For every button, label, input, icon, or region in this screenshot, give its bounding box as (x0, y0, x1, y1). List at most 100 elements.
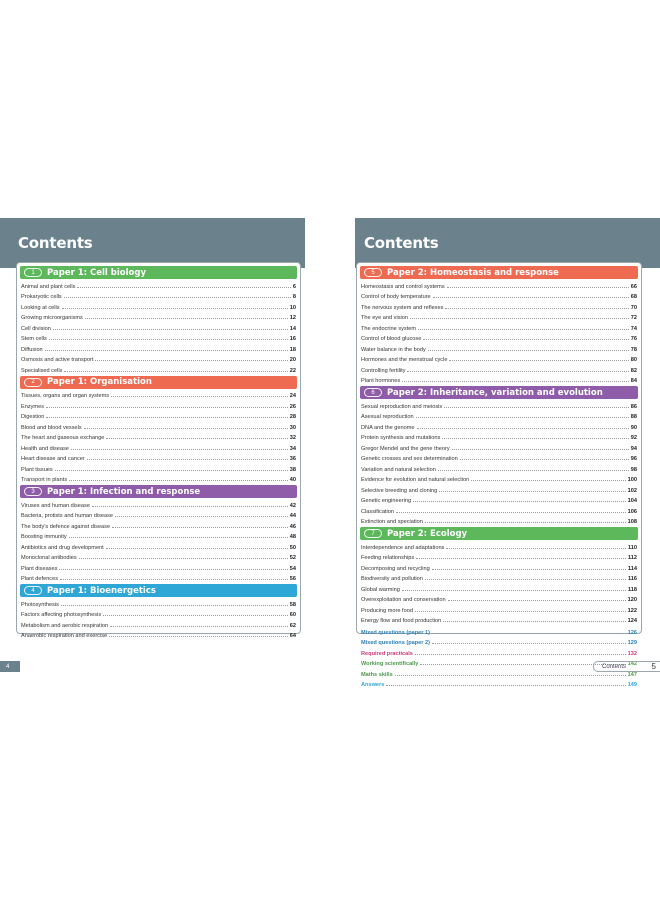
toc-entry-label: Classification (361, 508, 394, 515)
toc-entry-label: Interdependence and adaptations (361, 544, 445, 551)
toc-entry[interactable]: Transport in plants 40 (20, 473, 297, 483)
toc-entry[interactable]: Cell division 14 (20, 321, 297, 332)
toc-entry[interactable]: Genetic crosses and sex determination 96 (360, 452, 638, 462)
dot-leader (444, 406, 629, 408)
toc-entry[interactable]: Blood and blood vessels 30 (20, 420, 297, 431)
toc-entry[interactable]: Sexual reproduction and meiosis 86 (360, 399, 638, 410)
toc-entry[interactable]: Homeostasis and control systems 66 (360, 279, 638, 290)
toc-entry[interactable]: Energy flow and food production 124 (360, 614, 638, 624)
toc-entry[interactable]: Plant defences 56 (20, 572, 297, 582)
toc-entry[interactable]: Biodiversity and pollution 116 (360, 572, 638, 582)
toc-entry[interactable]: Heart disease and cancer 36 (20, 452, 297, 462)
toc-entry[interactable]: Global warming 118 (360, 582, 638, 593)
toc-entry[interactable]: Metabolism and aerobic respiration 62 (20, 618, 297, 629)
section-header: 3 Paper 1: Infection and response (20, 485, 297, 498)
toc-extra-entry[interactable]: Answers 149 (360, 678, 638, 688)
toc-entry[interactable]: Enzymes 26 (20, 399, 297, 410)
toc-entry[interactable]: Stem cells 16 (20, 332, 297, 342)
toc-entry-label: Digestion (21, 414, 45, 420)
section-header: 7 Paper 2: Ecology (360, 527, 638, 540)
dot-leader (63, 296, 291, 298)
toc-entry[interactable]: Animal and plant cells 6 (20, 279, 297, 290)
dot-leader (106, 437, 288, 439)
toc-entry-page: 102 (627, 487, 637, 494)
section-header: 6 Paper 2: Inheritance, variation and evo… (360, 386, 638, 399)
toc-entry[interactable]: Prokaryotic cells 8 (20, 290, 297, 300)
toc-entry-page: 48 (289, 534, 296, 540)
toc-entry-label: Prokaryotic cells (21, 294, 62, 300)
toc-entry[interactable]: Extinction and speciation 108 (360, 515, 638, 525)
toc-entry[interactable]: Osmosis and active transport 20 (20, 353, 297, 363)
toc-entry-label: Boosting immunity (21, 534, 67, 540)
toc-entry[interactable]: Overexploitation and conservation 120 (360, 593, 638, 603)
toc-entry[interactable]: Evidence for evolution and natural selec… (360, 473, 638, 483)
dot-leader (68, 536, 288, 538)
toc-entry[interactable]: Selective breeding and cloning 102 (360, 483, 638, 494)
toc-entry[interactable]: Water balance in the body 78 (360, 342, 638, 353)
toc-entry[interactable]: Feeding relationships 112 (360, 551, 638, 561)
toc-entry[interactable]: Health and disease 34 (20, 441, 297, 452)
toc-entry-label: Stem cells (21, 336, 47, 342)
toc-entry[interactable]: The endocrine system 74 (360, 321, 638, 332)
toc-entry[interactable]: Plant hormones 84 (360, 374, 638, 384)
toc-entry[interactable]: The heart and gaseous exchange 32 (20, 431, 297, 441)
toc-entry[interactable]: Looking at cells 10 (20, 300, 297, 311)
toc-entry[interactable]: Plant tissues 38 (20, 462, 297, 473)
toc-entry-label: Bacteria, protists and human disease (21, 513, 114, 519)
toc-extra-entry[interactable]: Maths skills 147 (360, 667, 638, 678)
toc-entry[interactable]: The eye and vision 72 (360, 311, 638, 321)
toc-entry-label: Growing microorganisms (21, 315, 83, 321)
toc-entry[interactable]: Antibiotics and drug development 50 (20, 540, 297, 551)
toc-extra-entry[interactable]: Working scientifically 142 (360, 657, 638, 667)
toc-entry[interactable]: Growing microorganisms 12 (20, 311, 297, 321)
toc-entry[interactable]: Control of body temperature 68 (360, 290, 638, 300)
toc-entry[interactable]: Hormones and the menstrual cycle 80 (360, 353, 638, 363)
dot-leader (449, 359, 629, 361)
toc-entry-page: 120 (627, 597, 637, 603)
toc-extra-entry[interactable]: Mixed questions (paper 1) 126 (360, 625, 638, 636)
toc-entry[interactable]: Variation and natural selection 98 (360, 462, 638, 473)
toc-entry[interactable]: Asexual reproduction 88 (360, 410, 638, 420)
toc-entry[interactable]: Bacteria, protists and human disease 44 (20, 509, 297, 519)
right-page-footer-tab: Contents 5 (593, 661, 660, 672)
toc-entry-label: Evidence for evolution and natural selec… (361, 477, 470, 483)
toc-entry[interactable]: Producing more food 122 (360, 603, 638, 614)
toc-entry[interactable]: Plant diseases 54 (20, 561, 297, 572)
dot-leader (70, 448, 288, 450)
toc-extra-entry[interactable]: Mixed questions (paper 2) 129 (360, 636, 638, 646)
toc-entry[interactable]: Interdependence and adaptations 110 (360, 540, 638, 551)
toc-entry-label: Looking at cells (21, 304, 60, 311)
dot-leader (416, 427, 629, 429)
toc-entry-page: 46 (289, 523, 296, 530)
toc-entry[interactable]: The nervous system and reflexes 70 (360, 300, 638, 311)
toc-entry[interactable]: Digestion 28 (20, 410, 297, 420)
dot-leader (409, 317, 629, 319)
toc-entry[interactable]: Anaerobic respiration and exercise 64 (20, 629, 297, 639)
toc-entry-label: Transport in plants (21, 477, 68, 483)
toc-entry[interactable]: Protein synthesis and mutations 92 (360, 431, 638, 441)
toc-entry[interactable]: Viruses and human disease 42 (20, 498, 297, 509)
toc-entry[interactable]: Diffusion 18 (20, 342, 297, 353)
toc-entry[interactable]: Monoclonal antibodies 52 (20, 551, 297, 561)
dot-leader (427, 349, 629, 351)
toc-entry[interactable]: Controlling fertility 82 (360, 363, 638, 374)
toc-entry[interactable]: The body's defence against disease 46 (20, 519, 297, 530)
toc-entry-page: 100 (627, 477, 637, 483)
toc-entry[interactable]: Factors affecting photosynthesis 60 (20, 608, 297, 618)
toc-entry[interactable]: Decomposing and recycling 114 (360, 561, 638, 572)
section-5: 5 Paper 2: Homeostasis and response Homeos… (360, 266, 638, 384)
toc-entry-page: 18 (289, 346, 296, 353)
toc-entry[interactable]: Boosting immunity 48 (20, 530, 297, 540)
toc-entry[interactable]: Tissues, organs and organ systems 24 (20, 389, 297, 399)
toc-entry-label: Homeostasis and control systems (361, 283, 445, 290)
dot-leader (447, 599, 626, 601)
toc-extra-entry[interactable]: Required practicals 132 (360, 646, 638, 657)
toc-entry[interactable]: Genetic engineering 104 (360, 494, 638, 504)
toc-entry[interactable]: DNA and the genome 90 (360, 420, 638, 431)
toc-entry[interactable]: Photosynthesis 58 (20, 597, 297, 608)
toc-entry-label: Metabolism and aerobic respiration (21, 622, 109, 629)
toc-entry[interactable]: Control of blood glucose 76 (360, 332, 638, 342)
toc-entry[interactable]: Gregor Mendel and the gene theory 94 (360, 441, 638, 452)
toc-entry[interactable]: Classification 106 (360, 504, 638, 515)
toc-entry[interactable]: Specialised cells 22 (20, 363, 297, 374)
